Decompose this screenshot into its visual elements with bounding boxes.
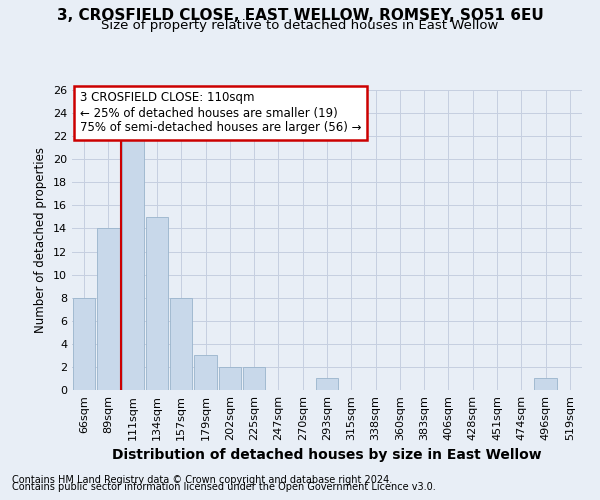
Bar xyxy=(122,136,144,390)
Bar xyxy=(194,356,217,390)
Bar xyxy=(97,228,119,390)
Bar xyxy=(535,378,557,390)
Text: Contains HM Land Registry data © Crown copyright and database right 2024.: Contains HM Land Registry data © Crown c… xyxy=(12,475,392,485)
Text: 3, CROSFIELD CLOSE, EAST WELLOW, ROMSEY, SO51 6EU: 3, CROSFIELD CLOSE, EAST WELLOW, ROMSEY,… xyxy=(56,8,544,22)
Text: Contains public sector information licensed under the Open Government Licence v3: Contains public sector information licen… xyxy=(12,482,436,492)
Bar xyxy=(170,298,193,390)
Bar xyxy=(146,217,168,390)
Text: 3 CROSFIELD CLOSE: 110sqm
← 25% of detached houses are smaller (19)
75% of semi-: 3 CROSFIELD CLOSE: 110sqm ← 25% of detac… xyxy=(80,92,361,134)
X-axis label: Distribution of detached houses by size in East Wellow: Distribution of detached houses by size … xyxy=(112,448,542,462)
Bar xyxy=(316,378,338,390)
Bar xyxy=(243,367,265,390)
Bar xyxy=(73,298,95,390)
Text: Size of property relative to detached houses in East Wellow: Size of property relative to detached ho… xyxy=(101,18,499,32)
Bar xyxy=(218,367,241,390)
Y-axis label: Number of detached properties: Number of detached properties xyxy=(34,147,47,333)
